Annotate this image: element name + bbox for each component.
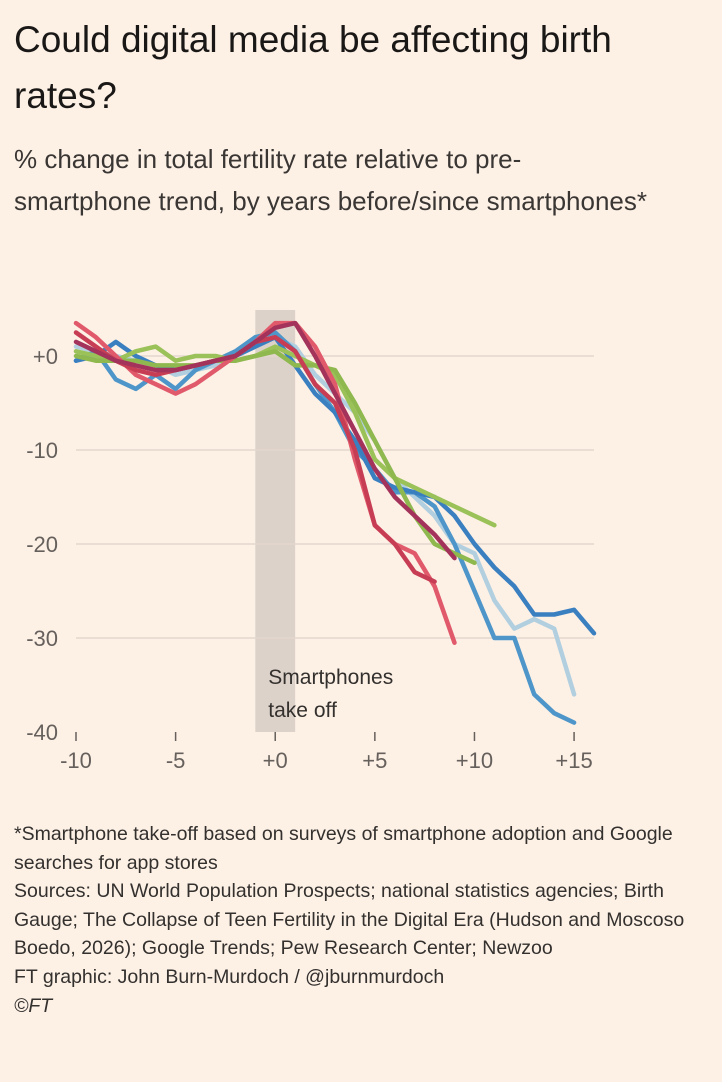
chart-title: Could digital media be affecting birth r… [14, 19, 612, 116]
line-chart: +0 -10 -20 -30 -40 -10 -5 +0 +5 +10 +15 Smartphon… [26, 310, 597, 773]
sources: Sources: UN World Population Prospects; … [14, 880, 690, 960]
y-tick-label: -30 [26, 626, 58, 651]
y-tick-label: -10 [26, 438, 58, 463]
shaded-band-layer [255, 310, 296, 732]
takeoff-annotation-line: take off [268, 699, 337, 722]
y-tick-label: -20 [26, 532, 58, 557]
x-tick-label: +0 [263, 748, 288, 773]
series-layer [73, 320, 597, 725]
footer: *Smartphone take-off based on surveys of… [14, 820, 714, 1020]
x-tick-label: +15 [555, 748, 592, 773]
footnote: *Smartphone take-off based on surveys of… [14, 823, 679, 874]
credit: FT graphic: John Burn-Murdoch / @jburnmu… [14, 965, 445, 988]
x-tick-label: -5 [166, 748, 186, 773]
annotation-layer: Smartphones take off [268, 666, 393, 722]
chart-subtitle: % change in total fertility rate relativ… [14, 144, 648, 216]
x-tick-label: +5 [362, 748, 387, 773]
series-line-8 [73, 320, 457, 561]
takeoff-annotation-line: Smartphones [268, 666, 393, 689]
smartphone-takeoff-band [255, 310, 296, 732]
series-line-2 [73, 330, 577, 725]
x-tick-label: +10 [456, 748, 493, 773]
axis-layer: -10 -5 +0 +5 +10 +15 [60, 732, 593, 773]
y-tick-label: -40 [26, 720, 58, 745]
series-line-5 [73, 349, 477, 566]
grid-layer: +0 -10 -20 -30 -40 [26, 344, 594, 745]
y-tick-label: +0 [33, 344, 58, 369]
series-line-4 [73, 344, 497, 528]
x-tick-label: -10 [60, 748, 92, 773]
copyright: ©FT [14, 994, 53, 1017]
